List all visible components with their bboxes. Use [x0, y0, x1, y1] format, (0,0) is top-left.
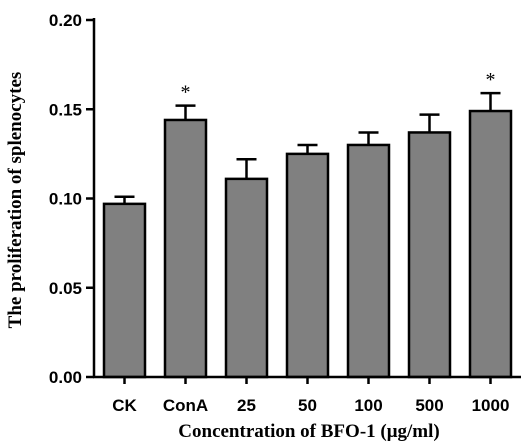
y-tick-label: 0.00 [49, 368, 82, 387]
significance-mark: * [486, 69, 496, 91]
x-tick-label: CK [112, 396, 137, 415]
y-tick-label: 0.20 [49, 11, 82, 30]
bar-100 [346, 143, 391, 379]
x-tick-label: 100 [354, 396, 382, 415]
error-bars-layer [114, 91, 501, 204]
bar-500 [407, 131, 452, 379]
significance-mark: * [181, 82, 191, 104]
x-tick-label: 1000 [472, 396, 510, 415]
y-tick-label: 0.15 [49, 100, 82, 119]
y-axis-title: The proliferation of splenocytes [5, 72, 26, 329]
bar-50 [285, 152, 330, 379]
x-tick-label: 500 [415, 396, 443, 415]
y-tick-label: 0.10 [49, 190, 82, 209]
bar-25 [224, 177, 269, 379]
x-ticks-layer: CK ConA 25 50 100 500 1000 [112, 377, 509, 415]
y-tick-label: 0.05 [49, 279, 82, 298]
significance-layer: ** [181, 69, 496, 103]
bar-CK [102, 202, 147, 379]
x-tick-label: 25 [237, 396, 256, 415]
x-tick-label: 50 [298, 396, 317, 415]
y-ticks-layer: 0.00 0.05 0.10 0.15 0.20 [49, 11, 94, 387]
bar-ConA [163, 118, 208, 379]
bar-1000 [468, 109, 513, 379]
x-tick-label: ConA [163, 396, 208, 415]
x-axis-title: Concentration of BFO-1 (μg/ml) [178, 421, 439, 442]
